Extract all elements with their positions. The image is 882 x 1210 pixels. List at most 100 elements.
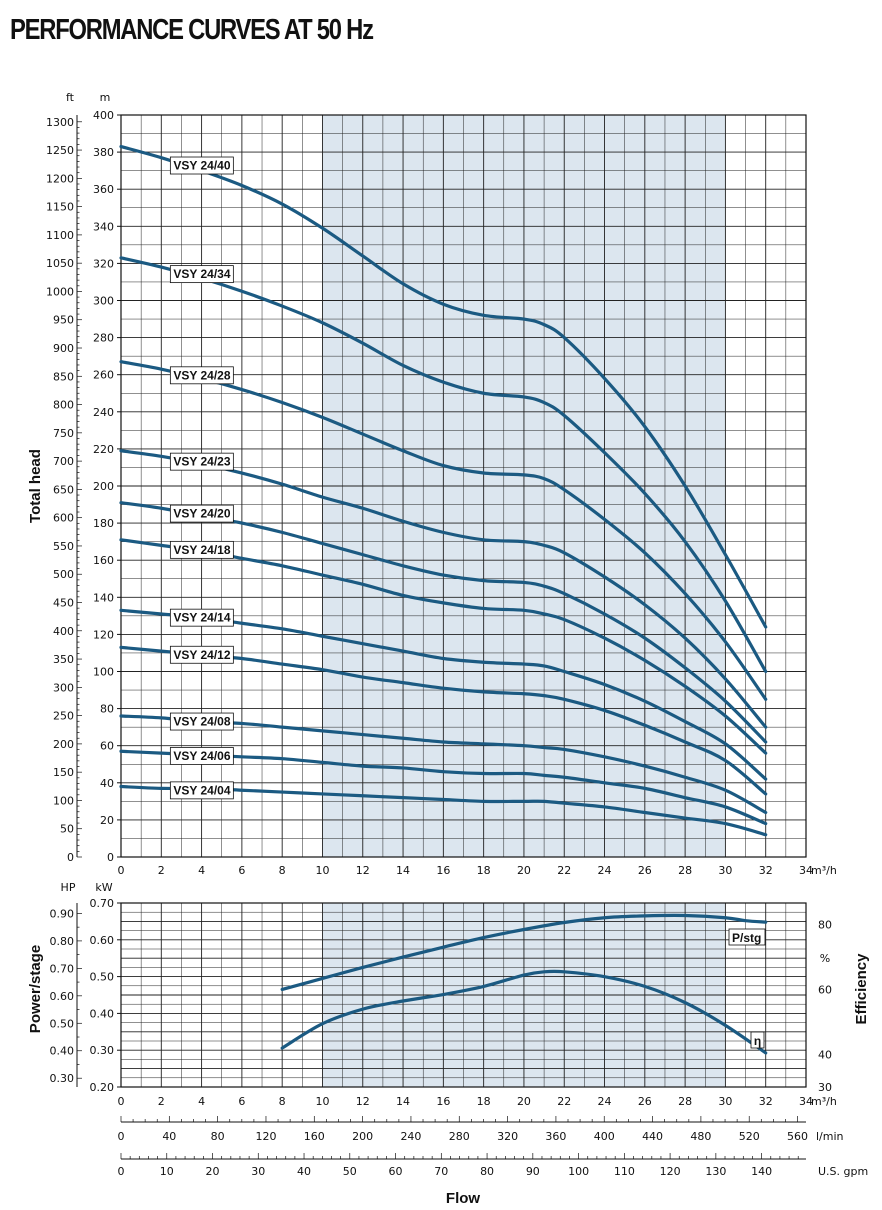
power-x-tick-label: 28 [678, 1095, 692, 1108]
head-ft-tick-label: 650 [53, 483, 74, 496]
head-ft-tick-label: 1250 [46, 144, 74, 157]
head-x-tick-label: 6 [238, 864, 245, 877]
head-x-tick-label: 18 [477, 864, 491, 877]
curve-label: VSY 24/40 [173, 159, 230, 173]
curve-label: VSY 24/08 [173, 715, 230, 729]
head-x-tick-label: 12 [356, 864, 370, 877]
gpm-tick-label: 80 [480, 1165, 494, 1178]
lmin-tick-label: 120 [255, 1130, 276, 1143]
head-curve-vsy-24-20 [119, 501, 768, 744]
power-x-tick-label: 4 [198, 1095, 205, 1108]
power-hp-tick-label: 0.60 [50, 990, 75, 1003]
head-ft-tick-label: 850 [53, 370, 74, 383]
curve-label: VSY 24/14 [173, 611, 230, 625]
head-m-tick-label: 240 [93, 406, 114, 419]
power-hp-tick-label: 0.80 [50, 935, 75, 948]
curve-label-box [169, 452, 234, 471]
efficiency-tick-label: 30 [818, 1081, 832, 1094]
head-m-tick-label: 400 [93, 109, 114, 122]
curve-label: VSY 24/18 [173, 543, 230, 557]
power-x-tick-label: 20 [517, 1095, 531, 1108]
power-kw-tick-label: 0.70 [90, 897, 115, 910]
gpm-tick-label: 60 [389, 1165, 403, 1178]
head-x-tick-label: 8 [279, 864, 286, 877]
gpm-tick-label: 20 [206, 1165, 220, 1178]
power-x-tick-label: 12 [356, 1095, 370, 1108]
curve-label-box [169, 608, 234, 627]
head-ft-tick-label: 150 [53, 766, 74, 779]
power-x-tick-label: 10 [315, 1095, 329, 1108]
power-x-tick-label: 26 [638, 1095, 652, 1108]
head-m-tick-label: 60 [100, 740, 114, 753]
power-hp-tick-label: 0.30 [50, 1072, 75, 1085]
power-x-tick-label: 14 [396, 1095, 410, 1108]
head-ft-tick-label: 1100 [46, 229, 74, 242]
power-hp-unit-label: HP [61, 881, 76, 894]
head-m-tick-label: 280 [93, 332, 114, 345]
efficiency-tick-label: 60 [818, 984, 832, 997]
head-curve-vsy-24-23 [119, 449, 768, 729]
curve-label: VSY 24/20 [173, 507, 230, 521]
efficiency-tick-label: 80 [818, 919, 832, 932]
head-x-tick-label: 20 [517, 864, 531, 877]
efficiency-tick-label: 40 [818, 1049, 832, 1062]
head-x-unit-label: m³/h [811, 864, 837, 877]
head-x-tick-label: 22 [557, 864, 571, 877]
curve-label: VSY 24/06 [173, 749, 230, 763]
head-ft-tick-label: 1200 [46, 172, 74, 185]
head-ft-tick-label: 1000 [46, 285, 74, 298]
head-m-tick-label: 40 [100, 777, 114, 790]
head-m-tick-label: 100 [93, 666, 114, 679]
lmin-tick-label: 200 [352, 1130, 373, 1143]
power-x-unit-label: m³/h [811, 1095, 837, 1108]
lmin-tick-label: 400 [594, 1130, 615, 1143]
lmin-tick-label: 80 [211, 1130, 225, 1143]
lmin-tick-label: 360 [545, 1130, 566, 1143]
curve-label-box [169, 265, 234, 284]
gpm-tick-label: 130 [705, 1165, 726, 1178]
head-x-tick-label: 34 [799, 864, 813, 877]
head-ft-tick-label: 500 [53, 568, 74, 581]
head-x-tick-label: 30 [718, 864, 732, 877]
lmin-tick-label: 160 [304, 1130, 325, 1143]
head-ft-tick-label: 950 [53, 314, 74, 327]
head-ft-tick-label: 0 [67, 851, 74, 864]
gpm-tick-label: 40 [297, 1165, 311, 1178]
head-x-tick-label: 32 [759, 864, 773, 877]
curve-label-box [169, 366, 234, 385]
head-ft-tick-label: 400 [53, 625, 74, 638]
head-curve-vsy-24-34 [119, 256, 768, 674]
head-ft-tick-label: 250 [53, 710, 74, 723]
gpm-tick-label: 90 [526, 1165, 540, 1178]
head-m-tick-label: 140 [93, 591, 114, 604]
lmin-tick-label: 480 [690, 1130, 711, 1143]
head-x-tick-label: 0 [118, 864, 125, 877]
head-ft-tick-label: 750 [53, 427, 74, 440]
head-m-tick-label: 340 [93, 220, 114, 233]
head-ft-tick-label: 300 [53, 681, 74, 694]
power-hp-tick-label: 0.90 [50, 907, 75, 920]
power-kw-tick-label: 0.30 [90, 1044, 115, 1057]
lmin-tick-label: 0 [118, 1130, 125, 1143]
head-curve-vsy-24-04 [119, 784, 768, 837]
gpm-tick-label: 100 [568, 1165, 589, 1178]
curve-label: VSY 24/12 [173, 648, 230, 662]
power-x-tick-label: 24 [598, 1095, 612, 1108]
head-curve-vsy-24-08 [119, 714, 768, 815]
lmin-tick-label: 280 [449, 1130, 470, 1143]
lmin-unit-label: l/min [816, 1130, 844, 1143]
curve-label-box [169, 645, 234, 664]
head-x-tick-label: 16 [436, 864, 450, 877]
gpm-tick-label: 10 [160, 1165, 174, 1178]
curve-label-box [169, 781, 234, 800]
power-plot-frame [120, 902, 807, 1088]
head-m-unit-label: m [100, 91, 111, 104]
power-hp-tick-label: 0.70 [50, 962, 75, 975]
head-curve-vsy-24-28 [119, 360, 768, 701]
head-ft-unit-label: ft [66, 91, 75, 104]
power-x-tick-label: 34 [799, 1095, 813, 1108]
gpm-tick-label: 0 [118, 1165, 125, 1178]
head-ft-tick-label: 1300 [46, 116, 74, 129]
flow-axis-title: Flow [446, 1190, 480, 1207]
